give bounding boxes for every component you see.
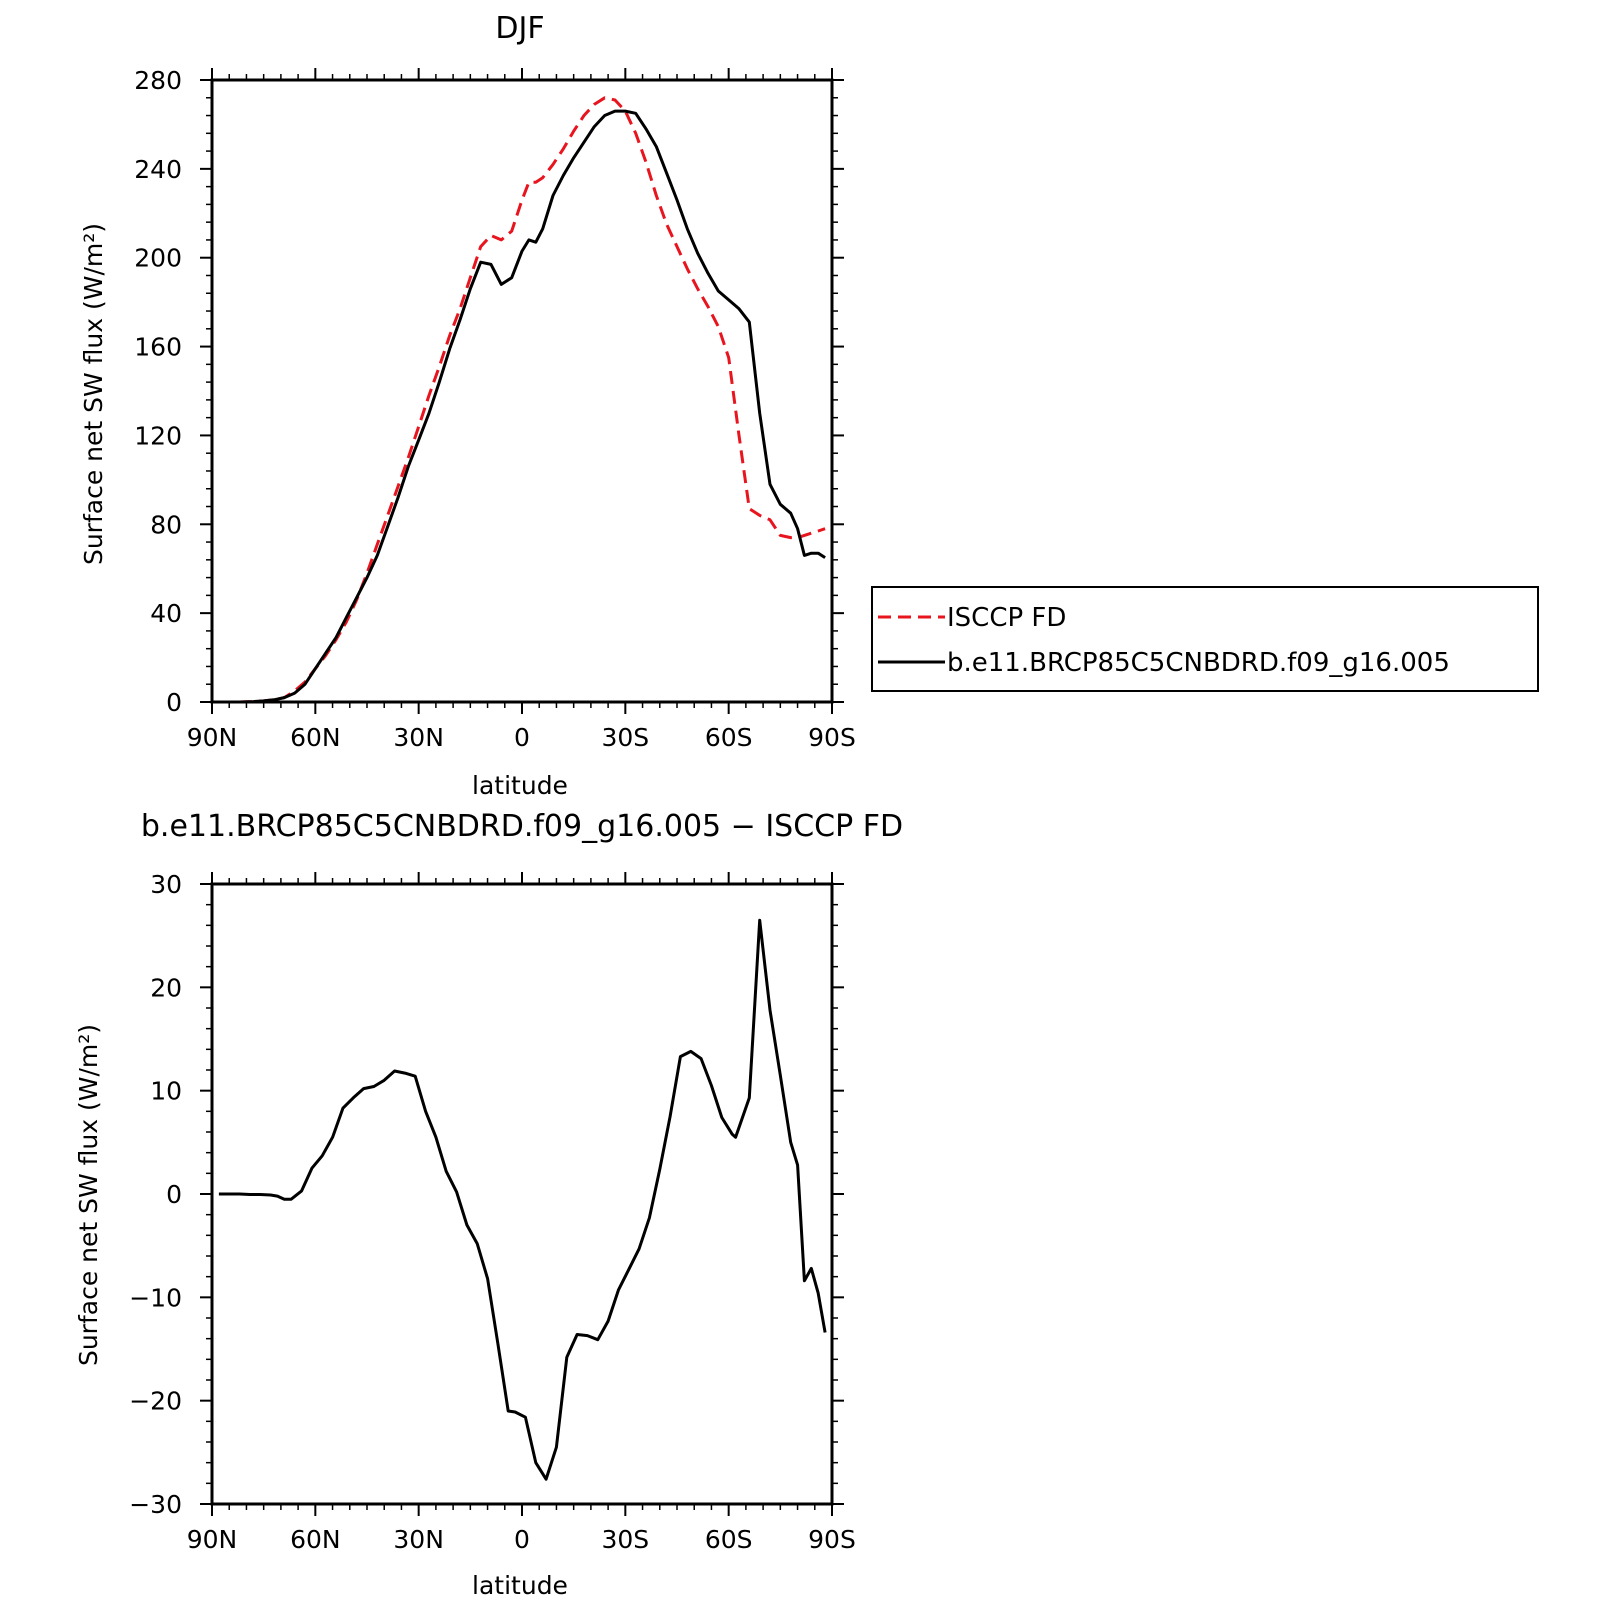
top-plot-xtick-label: 60N: [290, 723, 341, 752]
top-plot-ytick-label: 80: [150, 510, 182, 539]
top-plot-ytick-label: 280: [134, 66, 182, 95]
bottom-plot-xtick-label: 0: [514, 1525, 530, 1554]
top-plot-series: [218, 96, 826, 704]
bottom-plot-frame: [210, 882, 834, 1506]
legend-label-model: b.e11.BRCP85C5CNBDRD.f09_g16.005: [947, 648, 1450, 678]
top-plot-xtick-label: 90S: [808, 723, 856, 752]
top-plot-title: DJF: [495, 11, 544, 46]
top-plot-xtick-label: 90N: [187, 723, 238, 752]
bottom-plot-xlabel: latitude: [472, 1571, 568, 1600]
bottom-plot-ytick-label: 20: [150, 973, 182, 1002]
top-plot-series-line-1: [218, 109, 826, 704]
top-plot-ytick-label: 240: [134, 155, 182, 184]
bottom-plot-ylabel: Surface net SW flux (W/m²): [74, 1024, 103, 1366]
bottom-plot-ytick-label: 0: [166, 1180, 182, 1209]
top-plot-xlabel: latitude: [472, 771, 568, 800]
top-plot-xtick-label: 30N: [393, 723, 444, 752]
bottom-plot-title: b.e11.BRCP85C5CNBDRD.f09_g16.005 − ISCCP…: [141, 809, 903, 844]
legend: ISCCP FD b.e11.BRCP85C5CNBDRD.f09_g16.00…: [871, 586, 1539, 692]
top-plot-ytick-label: 0: [166, 688, 182, 717]
bottom-plot-ytick-label: 10: [150, 1077, 182, 1106]
bottom-plot-ytick-label: −30: [129, 1490, 182, 1519]
top-plot-ytick-label: 40: [150, 599, 182, 628]
bottom-plot-ytick-label: −10: [129, 1283, 182, 1312]
top-plot: DJF latitude Surface net SW flux (W/m²) …: [79, 11, 856, 800]
bottom-plot-xtick-label: 30S: [601, 1525, 649, 1554]
top-plot-xtick-label: 0: [514, 723, 530, 752]
bottom-plot: b.e11.BRCP85C5CNBDRD.f09_g16.005 − ISCCP…: [74, 809, 903, 1600]
bottom-plot-series: [218, 918, 827, 1481]
top-plot-ylabel: Surface net SW flux (W/m²): [79, 223, 108, 565]
top-plot-frame: [210, 78, 834, 704]
bottom-plot-xtick-label: 60N: [290, 1525, 341, 1554]
top-plot-ticks: 90N 60N 30N 0 30S 60S 90S 0 40 80 120 160 200 240 280: [134, 66, 856, 752]
bottom-plot-ytick-label: −20: [129, 1387, 182, 1416]
top-plot-xtick-label: 60S: [705, 723, 753, 752]
bottom-plot-xtick-label: 90S: [808, 1525, 856, 1554]
bottom-plot-ytick-label: 30: [150, 870, 182, 899]
top-plot-ytick-label: 160: [134, 333, 182, 362]
top-plot-xtick-label: 30S: [601, 723, 649, 752]
top-plot-ytick-label: 120: [134, 421, 182, 450]
bottom-plot-xtick-label: 30N: [393, 1525, 444, 1554]
top-plot-series-line-0: [218, 96, 826, 704]
top-plot-ytick-label: 200: [134, 244, 182, 273]
bottom-plot-xtick-label: 90N: [187, 1525, 238, 1554]
legend-box: [871, 586, 1539, 692]
bottom-plot-series-line-0: [218, 918, 827, 1481]
bottom-plot-xtick-label: 60S: [705, 1525, 753, 1554]
bottom-plot-ticks: 90N 60N 30N 0 30S 60S 90S −30 −20 −10 0 10 20 30: [129, 870, 856, 1554]
legend-label-isccp: ISCCP FD: [947, 603, 1066, 633]
